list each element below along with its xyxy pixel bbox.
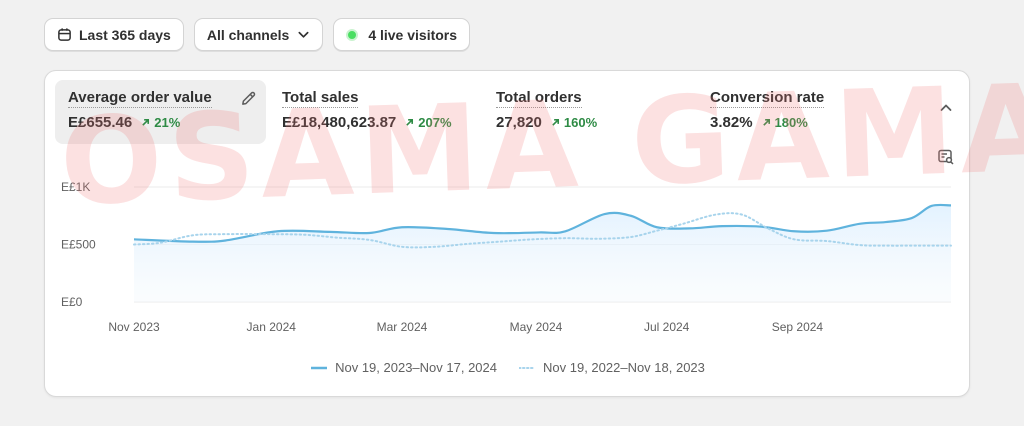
live-visitors-label: 4 live visitors [368, 26, 458, 43]
date-range-button[interactable]: Last 365 days [44, 18, 184, 51]
metric-change: 21% [141, 115, 180, 130]
metric-value: 27,820 [496, 114, 542, 131]
metric-change-value: 207% [418, 115, 452, 130]
arrow-up-right-icon [762, 118, 770, 126]
series-line-previous [133, 212, 952, 249]
chevron-down-icon [297, 28, 310, 41]
y-tick-label: E£1K [61, 180, 90, 194]
calendar-icon [57, 27, 72, 42]
x-tick-label: Jul 2024 [644, 320, 690, 334]
x-tick-label: May 2024 [510, 320, 563, 334]
series-area-current [134, 204, 951, 302]
metric-total-sales[interactable]: Total sales E£18,480,623.87 207% [269, 80, 474, 144]
analytics-card: Average order value E£655.46 21% Total s… [44, 70, 970, 397]
legend-solid-line-icon [311, 366, 328, 369]
metric-change-value: 160% [563, 115, 598, 130]
metric-label: Total sales [282, 89, 359, 108]
date-range-label: Last 365 days [79, 26, 171, 43]
pencil-icon[interactable] [240, 90, 257, 112]
metric-label: Total orders [496, 89, 582, 108]
metric-average-order-value[interactable]: Average order value E£655.46 21% [55, 80, 266, 144]
metric-label: Average order value [68, 89, 212, 108]
chart-settings-icon[interactable] [937, 148, 955, 171]
metric-conversion-rate[interactable]: Conversion rate 3.82% 180% [697, 80, 902, 144]
series-line-current [133, 203, 952, 243]
arrow-up-right-icon [406, 118, 414, 126]
legend-label: Nov 19, 2023–Nov 17, 2024 [335, 360, 497, 375]
metric-value: E£18,480,623.87 [282, 114, 397, 131]
y-tick-label: E£500 [61, 238, 96, 252]
filter-bar: Last 365 days All channels 4 live visito… [44, 18, 471, 51]
channels-label: All channels [206, 26, 290, 43]
chevron-up-icon[interactable] [939, 101, 953, 120]
metric-change-value: 180% [774, 115, 808, 130]
x-tick-label: Jan 2024 [247, 320, 297, 334]
channels-dropdown[interactable]: All channels [193, 18, 324, 51]
metric-label: Conversion rate [710, 89, 825, 108]
metric-value: 3.82% [710, 114, 753, 131]
metric-change: 207% [405, 115, 452, 130]
metric-change: 160% [551, 115, 597, 130]
legend-item-previous[interactable]: Nov 19, 2022–Nov 18, 2023 [519, 360, 705, 375]
legend-item-current[interactable]: Nov 19, 2023–Nov 17, 2024 [311, 360, 497, 375]
metric-change-value: 21% [154, 115, 181, 130]
legend-label: Nov 19, 2022–Nov 18, 2023 [543, 360, 705, 375]
chart-legend: Nov 19, 2023–Nov 17, 2024 Nov 19, 2022–N… [45, 360, 971, 375]
y-tick-label: E£0 [61, 295, 83, 309]
x-tick-label: Nov 2023 [108, 320, 160, 334]
x-tick-label: Sep 2024 [772, 320, 824, 334]
arrow-up-right-icon [142, 118, 150, 126]
metric-change: 180% [762, 115, 808, 130]
live-visitors-button[interactable]: 4 live visitors [333, 18, 471, 51]
arrow-up-right-icon [552, 118, 559, 126]
legend-dotted-line-icon [519, 366, 535, 369]
metric-value: E£655.46 [68, 114, 133, 131]
sales-chart: E£1K E£500 E£0 Nov 2023 Jan 2024 Mar 2024 May … [61, 180, 952, 334]
x-tick-label: Mar 2024 [377, 320, 428, 334]
live-indicator-icon [346, 28, 359, 41]
metric-total-orders[interactable]: Total orders 27,820 160% [483, 80, 688, 144]
